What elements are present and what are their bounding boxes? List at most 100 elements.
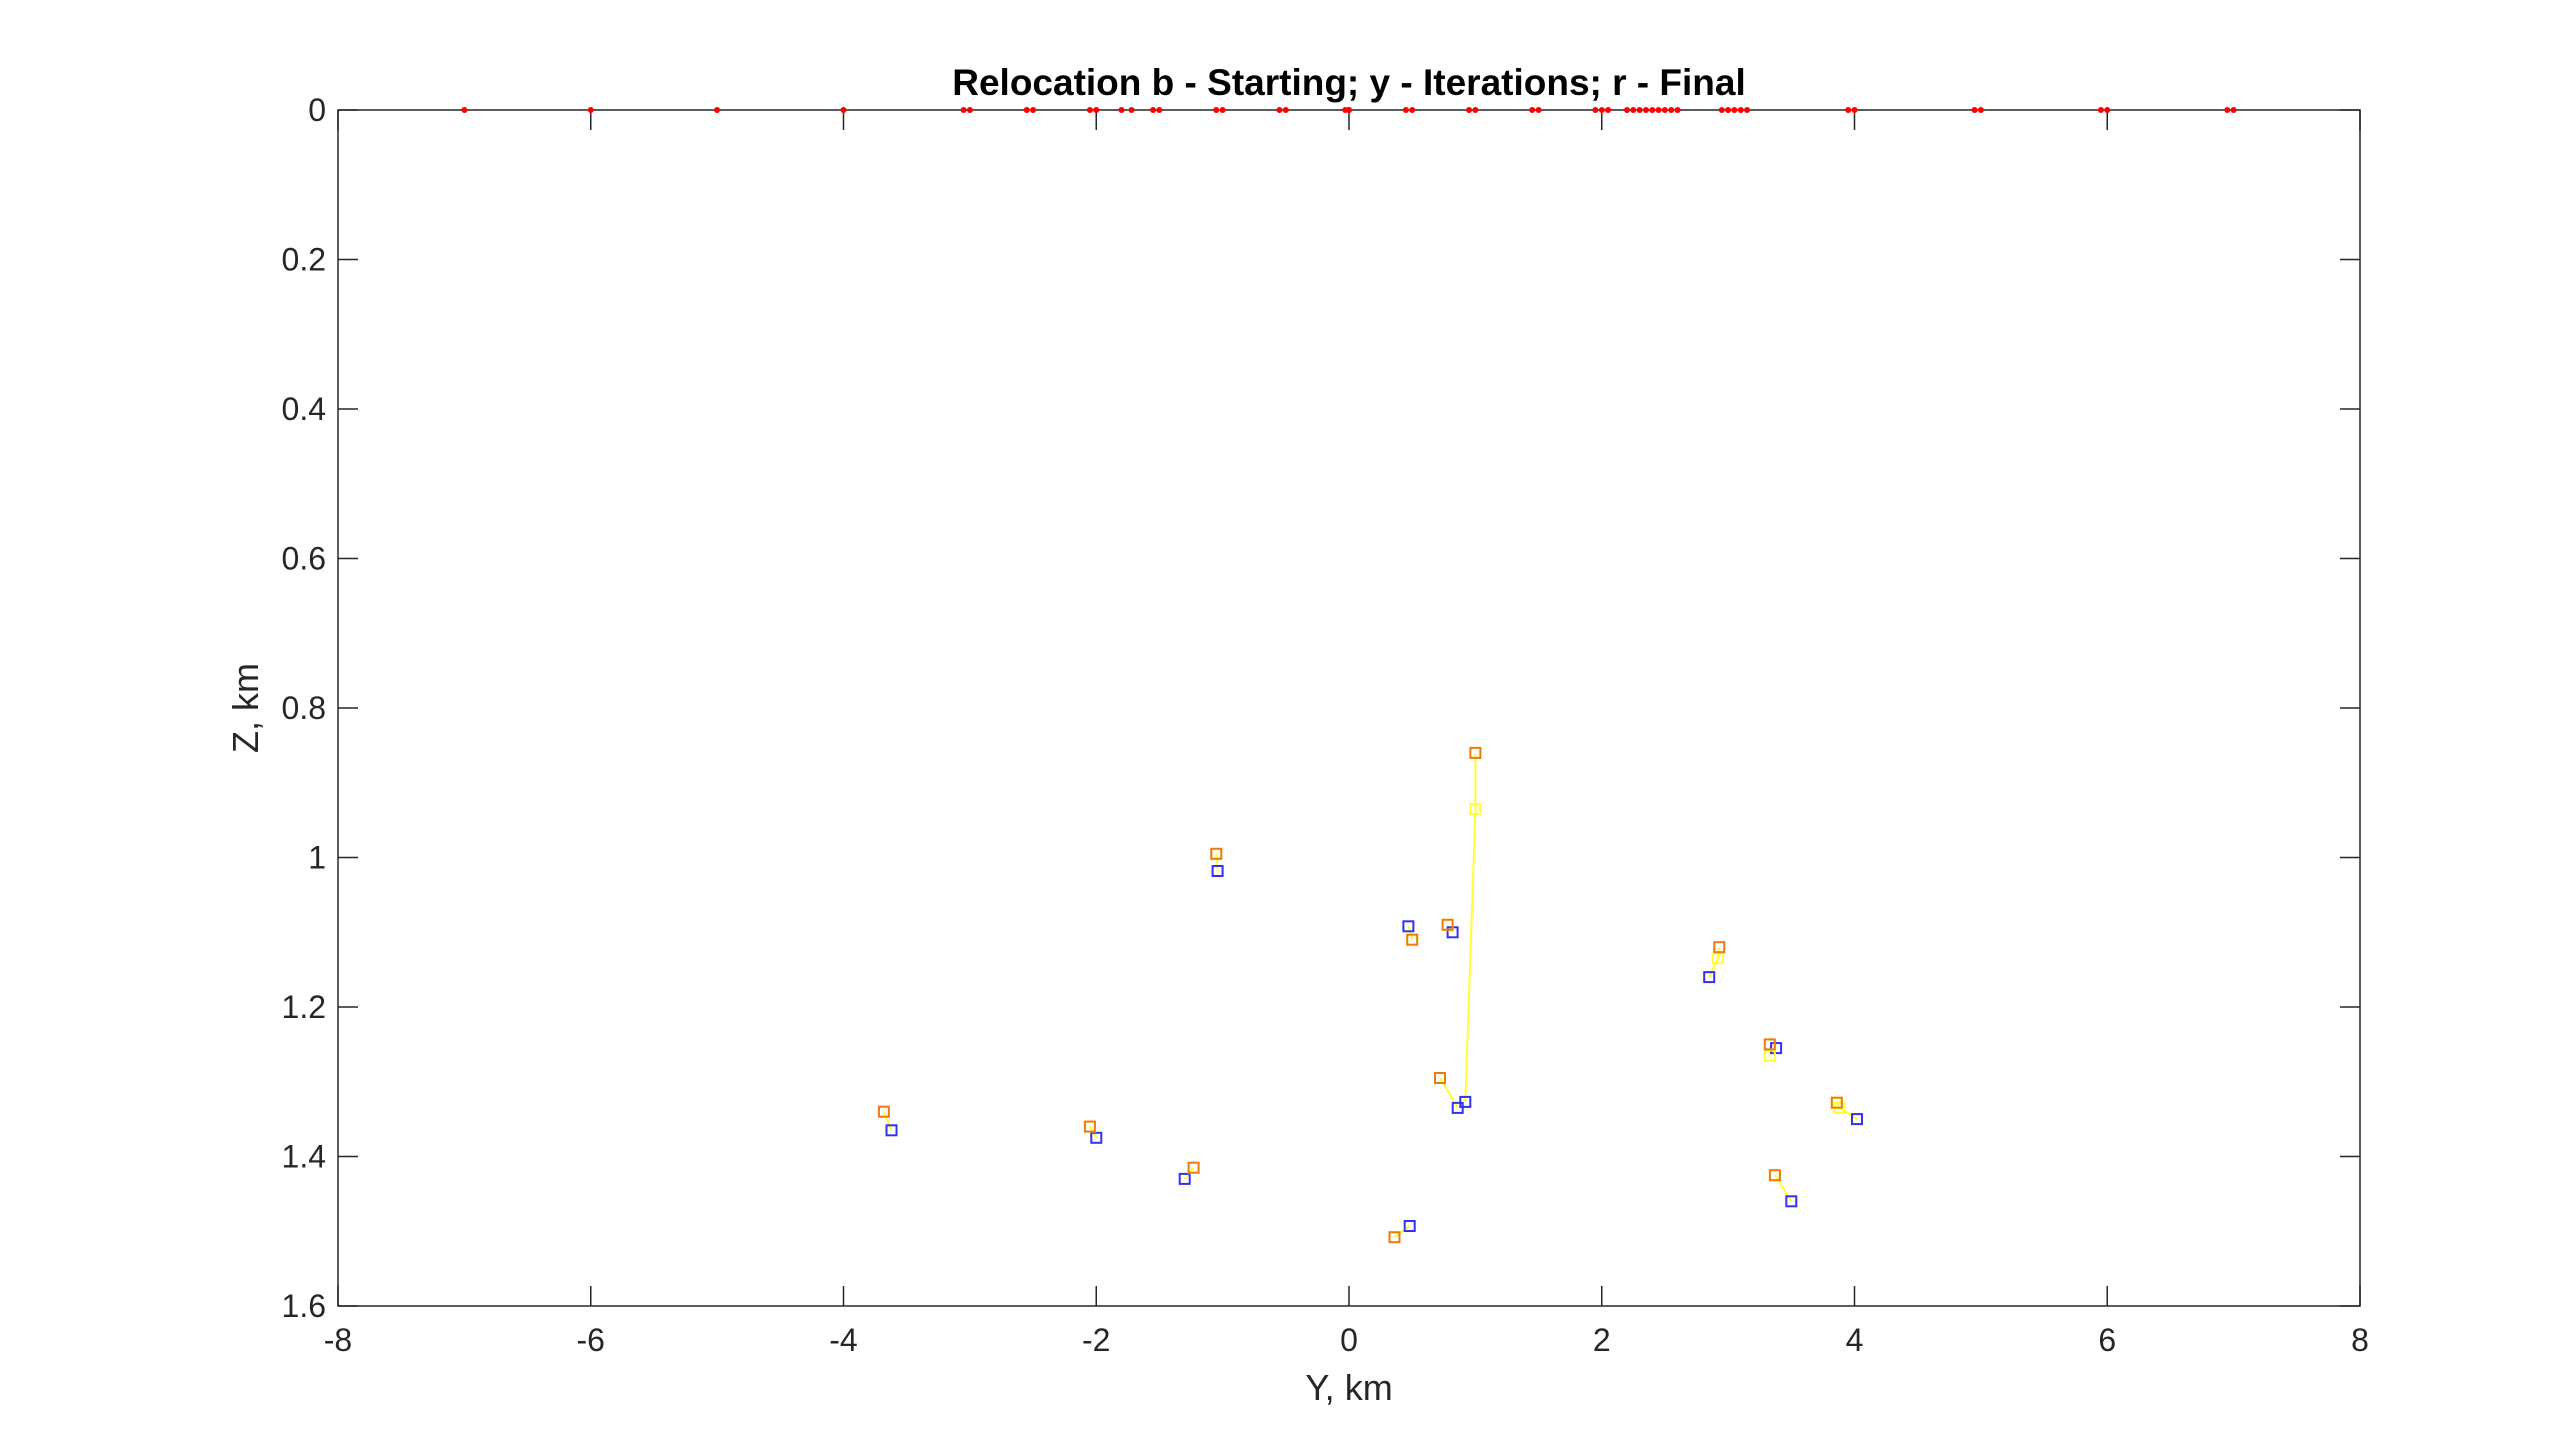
station-21 [1346,107,1352,113]
station-44 [1744,107,1751,113]
y-tick-label-6: 1.2 [282,989,326,1025]
y-axis-label: Z, km [225,663,266,753]
station-45 [1845,107,1852,113]
station-26 [1529,107,1536,113]
station-47 [1971,107,1978,113]
station-38 [1668,107,1675,113]
x-tick-label-8: 8 [2351,1322,2369,1358]
starting-point-2 [1090,1131,1103,1144]
station-3 [587,107,594,113]
x-tick-label-6: 4 [1846,1322,1864,1358]
station-37 [1661,107,1668,113]
station-22 [1402,107,1409,113]
y-tick-label-2: 0.4 [282,391,326,427]
iteration-path-7 [1446,924,1454,933]
station-50 [2104,107,2111,113]
y-tick-label-8: 1.6 [282,1288,326,1324]
event-markers [877,746,1863,1244]
final-point-5 [1406,933,1419,946]
station-35 [1649,107,1656,113]
chart-title: Relocation b - Starting; y - Iterations;… [952,62,1746,103]
station-4 [714,107,721,113]
iteration-point-11-1 [1763,1049,1776,1062]
iteration-path-5 [1407,926,1414,940]
station-25 [1472,107,1479,113]
station-49 [2097,107,2104,113]
station-19 [1282,107,1289,113]
station-8 [1023,107,1030,113]
station-33 [1636,107,1643,113]
station-46 [1851,107,1858,113]
station-11 [1093,107,1100,113]
final-point-2 [1083,1120,1096,1133]
station-23 [1409,107,1416,113]
station-30 [1605,107,1612,113]
starting-point-4 [1211,865,1224,877]
station-40 [1718,107,1725,113]
y-tick-label-3: 0.6 [282,541,326,577]
iteration-path-1 [882,1111,893,1131]
y-tick-label-1: 0.2 [282,242,326,278]
station-31 [1624,107,1630,113]
starting-point-10 [1703,971,1716,984]
station-24 [1466,107,1473,113]
stations [461,107,2237,113]
station-51 [2224,107,2231,113]
starting-point-6 [1403,1220,1416,1232]
starting-point-1 [885,1124,898,1137]
x-tick-label-7: 6 [2098,1322,2116,1358]
iteration-path-4 [1215,853,1219,872]
starting-point-11 [1770,1042,1783,1055]
x-tick-label-0: -8 [324,1322,352,1358]
final-point-9 [1434,1072,1446,1084]
station-48 [1977,107,1984,113]
station-17 [1219,107,1226,113]
x-tick-label-2: -4 [829,1322,857,1358]
y-tick-label-5: 1 [308,840,326,876]
x-axis-label: Y, km [1305,1367,1392,1408]
starting-point-9 [1451,1101,1464,1114]
final-point-4 [1210,847,1223,860]
station-28 [1592,107,1599,113]
iteration-path-10 [1708,947,1721,978]
station-2 [461,107,468,113]
x-tick-label-4: 0 [1340,1322,1358,1358]
final-point-3 [1187,1161,1200,1174]
starting-point-5 [1402,920,1415,933]
station-18 [1276,107,1283,113]
y-tick-label-0: 0 [308,92,326,128]
station-27 [1535,107,1542,113]
starting-point-3 [1178,1172,1191,1185]
station-15 [1156,107,1163,113]
final-point-7 [1441,918,1454,931]
station-5 [840,107,847,113]
station-41 [1725,107,1732,113]
y-tick-label-4: 0.8 [282,690,326,726]
starting-point-12 [1851,1113,1863,1126]
station-10 [1086,107,1093,113]
station-39 [1674,107,1681,113]
final-point-1 [877,1105,890,1118]
iteration-path-8 [1464,752,1477,1102]
station-42 [1731,107,1738,113]
station-52 [2230,107,2237,113]
station-36 [1655,107,1662,113]
station-43 [1737,107,1744,113]
starting-point-13 [1785,1195,1798,1208]
y-tick-label-7: 1.4 [282,1139,326,1175]
station-16 [1213,107,1220,113]
station-34 [1643,107,1649,113]
final-point-8 [1469,746,1482,759]
final-point-12 [1830,1096,1843,1109]
station-14 [1150,107,1157,113]
station-13 [1128,107,1135,113]
axes: -8 -6 -4 -2 0 2 4 6 8 0 0.2 0.4 0.6 0.8 1 1.2 1.4 1.6 [282,92,2369,1358]
station-12 [1118,107,1125,113]
station-9 [1030,107,1037,113]
plot-area [338,110,2360,1306]
station-29 [1598,107,1605,113]
x-tick-label-1: -6 [577,1322,605,1358]
iteration-path-6 [1393,1225,1411,1239]
final-point-6 [1388,1231,1401,1244]
